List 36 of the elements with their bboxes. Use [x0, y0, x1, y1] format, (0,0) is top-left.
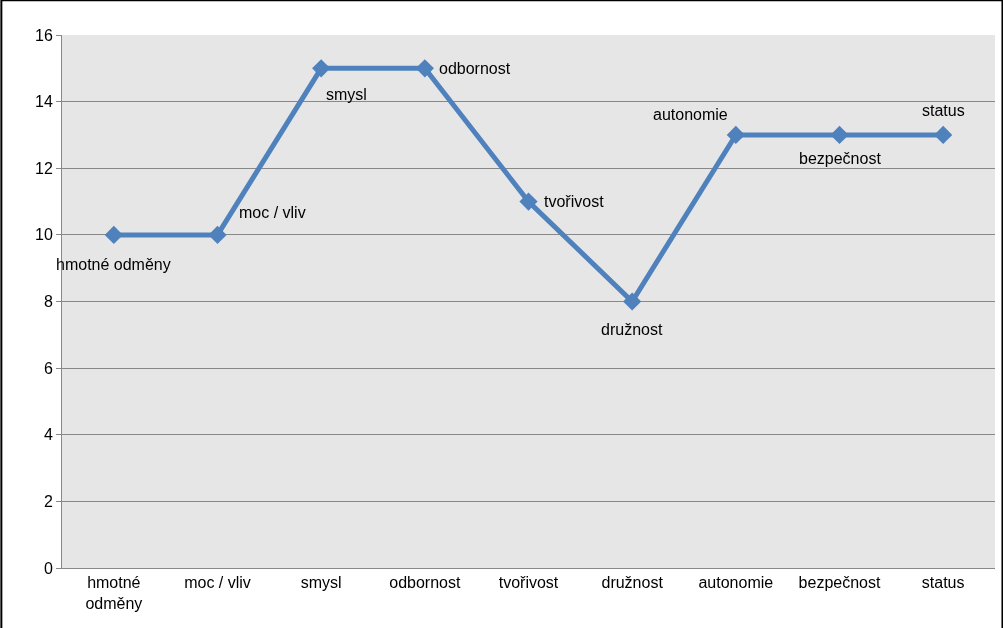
y-tick-label: 16: [35, 26, 53, 44]
x-tick-label: smysl: [300, 574, 342, 592]
point: [104, 225, 123, 244]
x-tick-label: hmotné odměny: [85, 574, 143, 612]
point: [519, 192, 538, 211]
annotation: smysl: [326, 86, 367, 103]
annotation: tvořivost: [544, 193, 605, 210]
x-tick-label: moc / vliv: [184, 574, 251, 592]
y-tick-label: 4: [43, 426, 53, 444]
y-tick-label: 2: [43, 492, 53, 510]
y-tick-label: 10: [35, 226, 53, 244]
x-tick-label: autonomie: [698, 574, 774, 592]
annotation: družnost: [601, 321, 663, 338]
point: [623, 292, 642, 311]
x-tick-label: bezpečnost: [798, 574, 881, 592]
y-tick-label: 8: [43, 293, 53, 311]
point: [312, 59, 331, 78]
point: [934, 125, 953, 145]
annotation: odbornost: [439, 60, 511, 77]
point: [830, 125, 849, 145]
y-tick-label: 0: [43, 559, 53, 577]
annotation: autonomie: [653, 106, 728, 123]
x-tick-label: odbornost: [389, 574, 461, 592]
point: [726, 125, 745, 145]
annotation: status: [922, 102, 965, 119]
y-tick-label: 14: [35, 93, 53, 111]
point: [208, 225, 227, 244]
x-tick-label: tvořivost: [498, 574, 559, 592]
y-tick-label: 12: [35, 159, 53, 177]
annotation: bezpečnost: [799, 150, 882, 167]
x-tick-label: status: [921, 574, 965, 592]
annotation: moc / vliv: [239, 204, 306, 221]
point: [415, 59, 434, 78]
annotation: hmotné odměny: [56, 256, 171, 273]
x-tick-label: družnost: [601, 574, 664, 592]
y-tick-label: 6: [43, 359, 53, 377]
